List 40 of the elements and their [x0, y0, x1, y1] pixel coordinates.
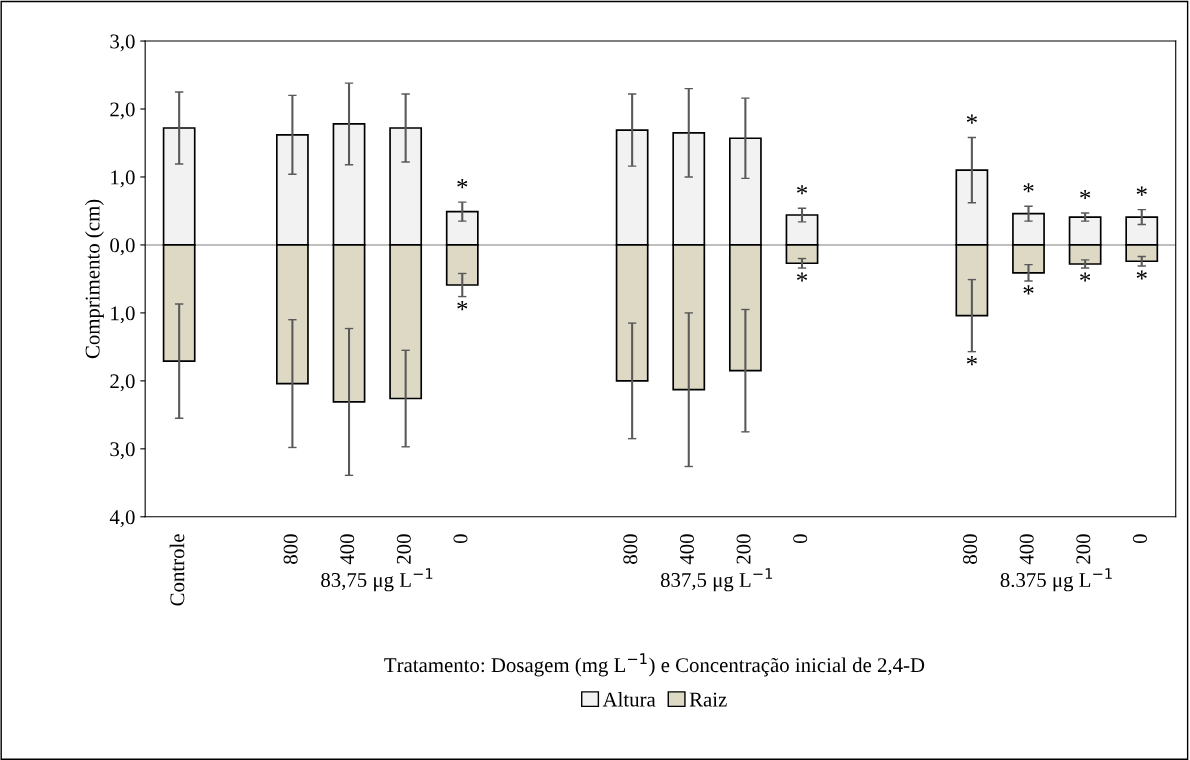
y-tick-label: 0,0 [110, 238, 135, 256]
y-tick-label: 3,0 [110, 34, 135, 52]
y-tick-label: 4,0 [109, 510, 135, 528]
y-tick-label: 1,0 [111, 306, 135, 324]
text: 837,5 μg L$^{−1}$ [660, 568, 773, 592]
x-tick-label: 0 [453, 534, 468, 544]
y-tick-label: 2,0 [110, 374, 135, 392]
x-tick-label: 0 [1132, 534, 1147, 544]
text: 8.375 μg L$^{−1}$ [1000, 568, 1112, 592]
legend-label: Raiz [689, 692, 727, 707]
data-label: * [1023, 183, 1034, 193]
x-tick-label: 800 [623, 534, 638, 564]
x-tick-label: 800 [963, 534, 978, 564]
y-axis-title: Comprimento (cm) [84, 199, 104, 359]
legend-label: Altura [602, 691, 656, 707]
data-label: * [1136, 270, 1147, 280]
data-label: * [796, 272, 808, 282]
data-label: * [796, 185, 808, 195]
data-label: * [1080, 189, 1091, 200]
data-label: * [966, 114, 977, 124]
data-label: * [1080, 272, 1091, 282]
x-tick-label: 200 [736, 534, 751, 564]
x-tick-label: 400 [679, 534, 694, 565]
y-tick-label: 2,0 [110, 102, 135, 120]
x-tick-label: 400 [1019, 534, 1034, 565]
x-tick-label: 200 [1076, 534, 1091, 564]
data-label: * [1023, 285, 1034, 295]
data-label: * [457, 300, 468, 311]
data-label: * [457, 179, 468, 189]
x-tick-label: 200 [396, 534, 411, 564]
data-label: * [1136, 186, 1147, 196]
text: 83,75 μg L$^{−1}$ [321, 568, 433, 592]
x-tick-label: 0 [793, 534, 808, 544]
x-axis-title: Tratamento: Dosagem (mg L$^{−1}$) e Concentração inicial de 2,4-D [384, 653, 925, 677]
data-label: * [966, 356, 977, 366]
y-tick-label: 3,0 [110, 442, 135, 460]
x-tick-label: 400 [340, 534, 355, 565]
y-tick-label: 1,0 [111, 170, 135, 188]
x-tick-label: Controle [169, 534, 185, 606]
x-tick-label: 800 [283, 534, 298, 564]
